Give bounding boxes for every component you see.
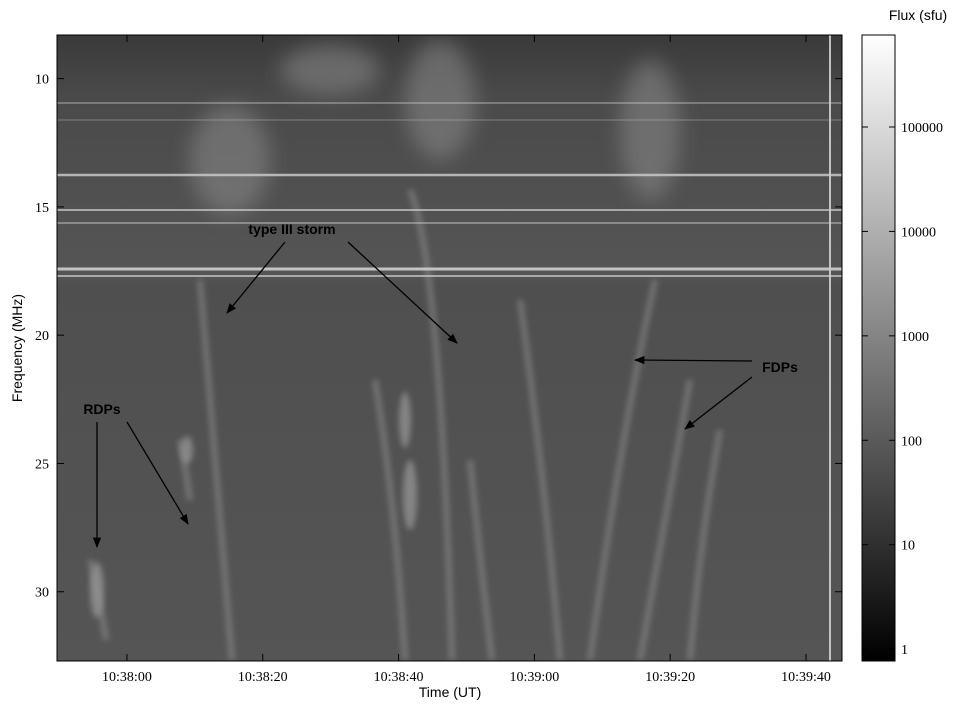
arrow bbox=[684, 376, 753, 430]
arrow bbox=[633, 355, 753, 365]
y-tick-label: 30 bbox=[35, 586, 49, 601]
colorbar-tick-label: 100 bbox=[901, 434, 922, 449]
y-tick-label: 15 bbox=[35, 201, 49, 216]
y-tick-label: 20 bbox=[35, 329, 49, 344]
y-tick-label: 10 bbox=[35, 73, 49, 88]
y-tick-label: 25 bbox=[35, 457, 49, 472]
arrow bbox=[226, 241, 286, 314]
annotation: FDPs bbox=[762, 359, 798, 375]
arrow bbox=[347, 241, 458, 344]
colorbar-tick-label: 1000 bbox=[901, 330, 929, 345]
spectrogram bbox=[57, 35, 842, 661]
x-tick-label: 10:38:40 bbox=[374, 670, 424, 685]
x-axis-label: Time (UT) bbox=[419, 684, 481, 700]
x-tick-label: 10:38:00 bbox=[102, 670, 152, 685]
colorbar-tick-label: 100000 bbox=[901, 121, 943, 136]
colorbar-label: Flux (sfu) bbox=[889, 7, 947, 23]
arrow bbox=[126, 421, 189, 525]
colorbar-tick-label: 1 bbox=[901, 643, 908, 658]
rfi-bands bbox=[57, 35, 842, 661]
plot-frame bbox=[56, 34, 843, 662]
x-tick-label: 10:38:20 bbox=[238, 670, 288, 685]
annotation: RDPs bbox=[83, 401, 121, 417]
x-tick-label: 10:39:00 bbox=[509, 670, 559, 685]
colorbar-tick-label: 10000 bbox=[901, 225, 936, 240]
colorbar-tick-label: 10 bbox=[901, 539, 915, 554]
y-axis-label: Frequency (MHz) bbox=[9, 294, 25, 402]
x-tick-label: 10:39:20 bbox=[645, 670, 695, 685]
x-tick-label: 10:39:40 bbox=[781, 670, 831, 685]
annotation: type III storm bbox=[248, 221, 335, 237]
colorbar bbox=[861, 34, 896, 662]
